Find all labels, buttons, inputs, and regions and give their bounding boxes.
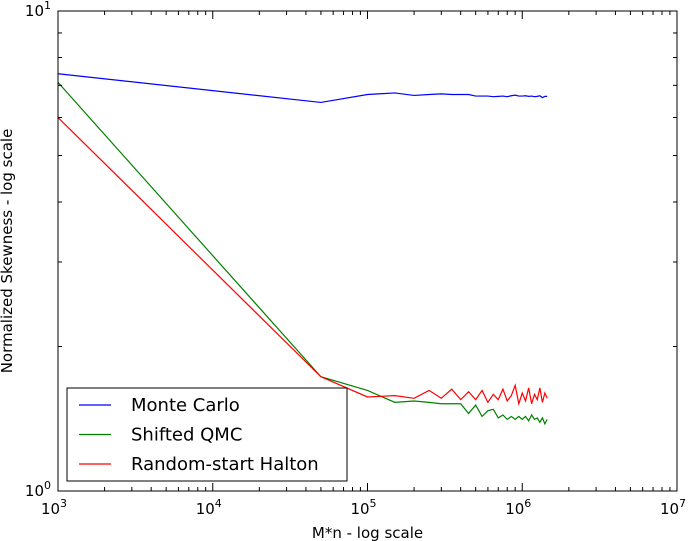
legend-frame [66, 387, 348, 482]
x-tick-label: 103 [41, 497, 67, 518]
x-tick-label: 104 [196, 497, 222, 518]
y-tick-label: 100 [25, 479, 51, 500]
series-line-monte-carlo [57, 73, 548, 104]
series-layer [57, 73, 548, 426]
plot-frame [57, 10, 678, 492]
x-axis-label: M*n - log scale [312, 524, 423, 541]
legend-entries: Monte Carlo Shifted QMC Random-start Halto… [79, 395, 319, 475]
legend-label: Monte Carlo [131, 395, 240, 416]
x-tick-label: 105 [350, 497, 376, 518]
y-axis-label: Normalized Skewness - log scale [0, 129, 16, 374]
series-line-shifted-qmc [57, 82, 548, 426]
legend-label: Random-start Halton [131, 454, 319, 475]
legend: Monte Carlo Shifted QMC Random-start Halto… [66, 387, 348, 482]
y-tick-label: 101 [25, 0, 51, 20]
x-tick-label: 107 [660, 497, 686, 518]
tick-label-layer: 103 104 105 106 107 100 101 [25, 0, 686, 518]
series-line-random-start-halton [57, 117, 548, 407]
legend-label: Shifted QMC [131, 425, 242, 446]
x-tick-label: 106 [505, 497, 531, 518]
